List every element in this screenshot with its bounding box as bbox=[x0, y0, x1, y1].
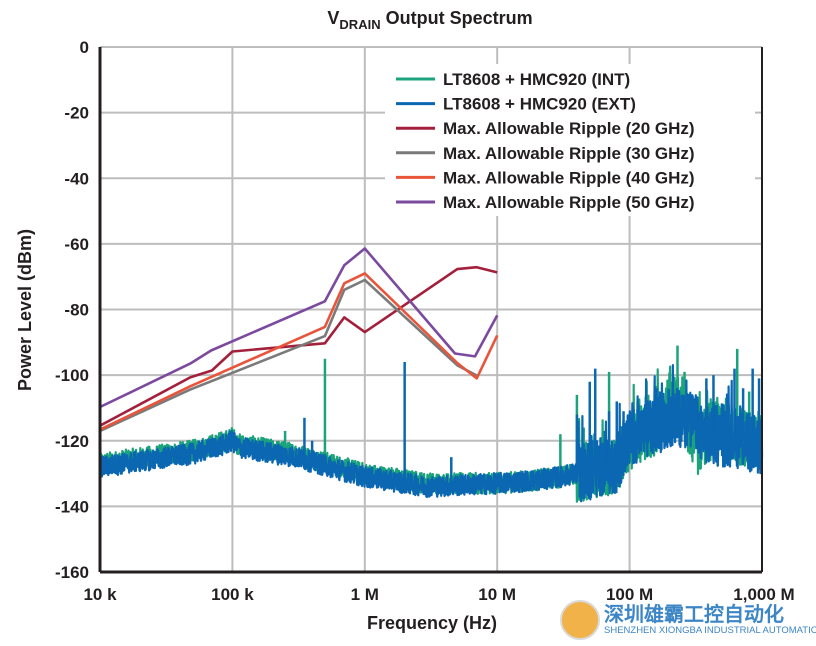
x-tick-labels: 10 k 100 k 1 M 10 M 100 M 1,000 M bbox=[83, 585, 794, 604]
x-tick-label: 100 M bbox=[606, 585, 653, 604]
legend-background bbox=[385, 64, 755, 216]
chart-title: VDRAIN Output Spectrum bbox=[327, 8, 532, 32]
y-tick-label: -40 bbox=[64, 169, 89, 188]
legend-label: Max. Allowable Ripple (50 GHz) bbox=[443, 193, 695, 212]
ripple-mask-line bbox=[99, 278, 478, 433]
y-axis-label: Power Level (dBm) bbox=[15, 229, 35, 391]
ripple-mask-line bbox=[99, 265, 498, 427]
legend-label: Max. Allowable Ripple (40 GHz) bbox=[443, 168, 695, 187]
legend-label: Max. Allowable Ripple (20 GHz) bbox=[443, 119, 695, 138]
x-tick-label: 100 k bbox=[211, 585, 254, 604]
spectrum-trace-ext bbox=[98, 364, 764, 503]
legend-label: LT8608 + HMC920 (INT) bbox=[443, 70, 630, 89]
ripple-masks bbox=[99, 247, 499, 433]
legend: LT8608 + HMC920 (INT) LT8608 + HMC920 (EX… bbox=[385, 64, 755, 216]
ripple-mask-line bbox=[99, 247, 499, 409]
y-tick-labels: 0 -20 -40 -60 -80 -100 -120 -140 -160 bbox=[55, 38, 89, 582]
x-tick-label: 1 M bbox=[351, 585, 379, 604]
y-tick-label: -160 bbox=[55, 563, 89, 582]
watermark-name-cn: 深圳雄霸工控自动化 bbox=[604, 602, 784, 626]
watermark-logo: 深圳雄霸工控自动化 SHENZHEN XIONGBA INDUSTRIAL AU… bbox=[560, 598, 816, 644]
ripple-mask-line bbox=[99, 272, 499, 431]
y-tick-label: -80 bbox=[64, 301, 89, 320]
x-axis-label: Frequency (Hz) bbox=[367, 613, 497, 633]
legend-label: Max. Allowable Ripple (30 GHz) bbox=[443, 144, 695, 163]
spectrum-traces bbox=[98, 345, 764, 503]
legend-label: LT8608 + HMC920 (EXT) bbox=[443, 95, 636, 114]
x-tick-label: 10 k bbox=[83, 585, 117, 604]
plot-frame bbox=[98, 47, 763, 574]
x-tick-label: 1,000 M bbox=[733, 585, 794, 604]
y-tick-label: -140 bbox=[55, 497, 89, 516]
y-tick-label: 0 bbox=[80, 38, 89, 57]
y-tick-label: -100 bbox=[55, 366, 89, 385]
y-tick-label: -20 bbox=[64, 104, 89, 123]
watermark-name-en: SHENZHEN XIONGBA INDUSTRIAL AUTOMATION bbox=[604, 625, 816, 636]
watermark-mascot-icon bbox=[560, 600, 600, 640]
y-tick-label: -120 bbox=[55, 432, 89, 451]
x-tick-label: 10 M bbox=[478, 585, 516, 604]
y-tick-label: -60 bbox=[64, 235, 89, 254]
